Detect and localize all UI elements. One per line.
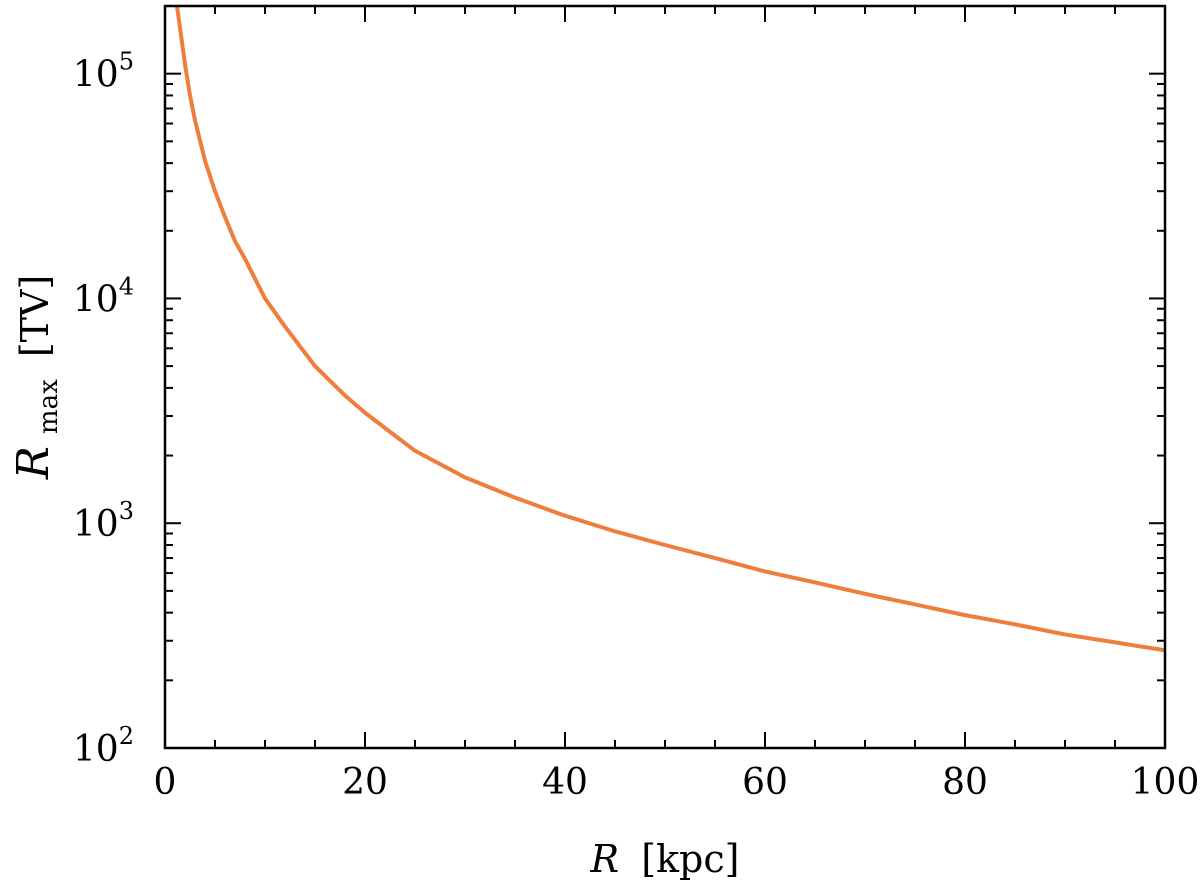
series-layer — [175, 6, 1165, 653]
y-axis-unit: [TV] — [13, 275, 57, 357]
x-tick-label: 60 — [742, 762, 788, 803]
x-tick-label: 20 — [342, 762, 388, 803]
y-tick-label: 104 — [73, 272, 134, 320]
y-tick-base: 10 — [73, 729, 119, 770]
y-axis-subscript: max — [34, 379, 64, 434]
x-tick-label: 80 — [942, 762, 988, 803]
tick-marks — [164, 5, 1166, 749]
x-tick-label: 0 — [154, 762, 177, 803]
y-tick-exponent: 5 — [119, 48, 134, 76]
x-axis-unit: [kpc] — [641, 837, 739, 881]
y-tick-label: 105 — [73, 48, 134, 96]
x-axis-label: R [kpc] — [589, 837, 739, 881]
x-axis-symbol: R — [589, 837, 619, 881]
y-tick-label: 102 — [73, 722, 134, 770]
plot-frame — [163, 4, 1167, 750]
y-axis-label: R max [TV] — [8, 275, 66, 481]
y-tick-base: 10 — [73, 279, 119, 320]
x-tick-labels: 0 20 40 60 80 100 — [154, 762, 1200, 803]
y-tick-base: 10 — [73, 504, 119, 545]
y-tick-base: 10 — [73, 55, 119, 96]
y-tick-label: 103 — [73, 497, 134, 545]
y-tick-exponent: 2 — [119, 722, 134, 750]
series-line — [175, 6, 1165, 653]
y-tick-exponent: 4 — [119, 272, 134, 300]
x-tick-label: 40 — [542, 762, 588, 803]
x-tick-label: 100 — [1131, 762, 1200, 803]
y-axis-symbol: R — [8, 446, 59, 480]
y-tick-exponent: 3 — [119, 497, 134, 525]
